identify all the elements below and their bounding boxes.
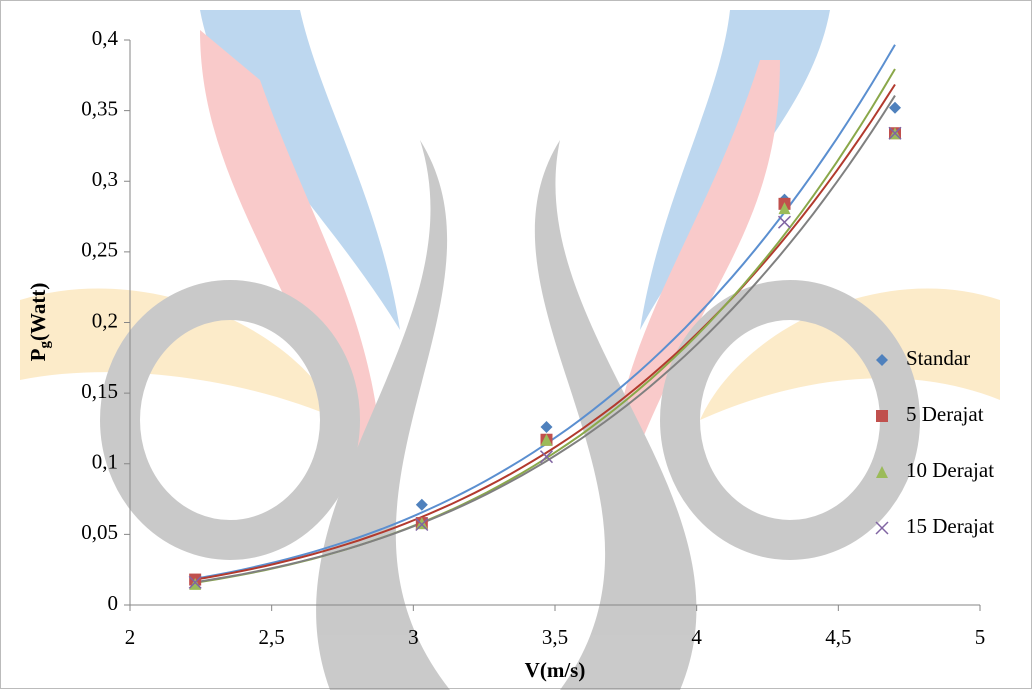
legend-label: 10 Derajat xyxy=(906,458,994,482)
x-tick-label: 5 xyxy=(975,625,986,649)
legend-label: 5 Derajat xyxy=(906,402,984,426)
chart: V(m/s) Pg(Watt) 0 0,05 0,1 0,15 0,2 0,25 0,3 0,… xyxy=(0,0,1033,690)
y-tick-label: 0 xyxy=(108,591,119,615)
y-tick-label: 0,3 xyxy=(92,167,118,191)
legend-label: Standar xyxy=(906,346,970,370)
x-tick-label: 3 xyxy=(408,625,419,649)
x-tick-label: 4,5 xyxy=(825,625,851,649)
y-tick-label: 0,15 xyxy=(81,379,118,403)
y-axis-label-unit: (Watt) xyxy=(26,283,50,341)
x-tick-label: 2 xyxy=(125,625,136,649)
y-tick-label: 0,4 xyxy=(92,26,119,50)
y-axis-label-main: P xyxy=(26,348,50,361)
y-tick-label: 0,2 xyxy=(92,308,118,332)
x-tick-label: 4 xyxy=(691,625,702,649)
x-tick-label: 3,5 xyxy=(542,625,568,649)
y-axis-label: Pg(Watt) xyxy=(26,283,54,362)
x-tick-label: 2,5 xyxy=(259,625,285,649)
y-tick-label: 0,05 xyxy=(81,520,118,544)
x-axis-label: V(m/s) xyxy=(525,658,586,682)
y-tick-label: 0,35 xyxy=(81,96,118,120)
y-tick-label: 0,25 xyxy=(81,238,118,262)
legend-label: 15 Derajat xyxy=(906,514,994,538)
legend-marker xyxy=(876,410,888,422)
y-tick-label: 0,1 xyxy=(92,450,118,474)
